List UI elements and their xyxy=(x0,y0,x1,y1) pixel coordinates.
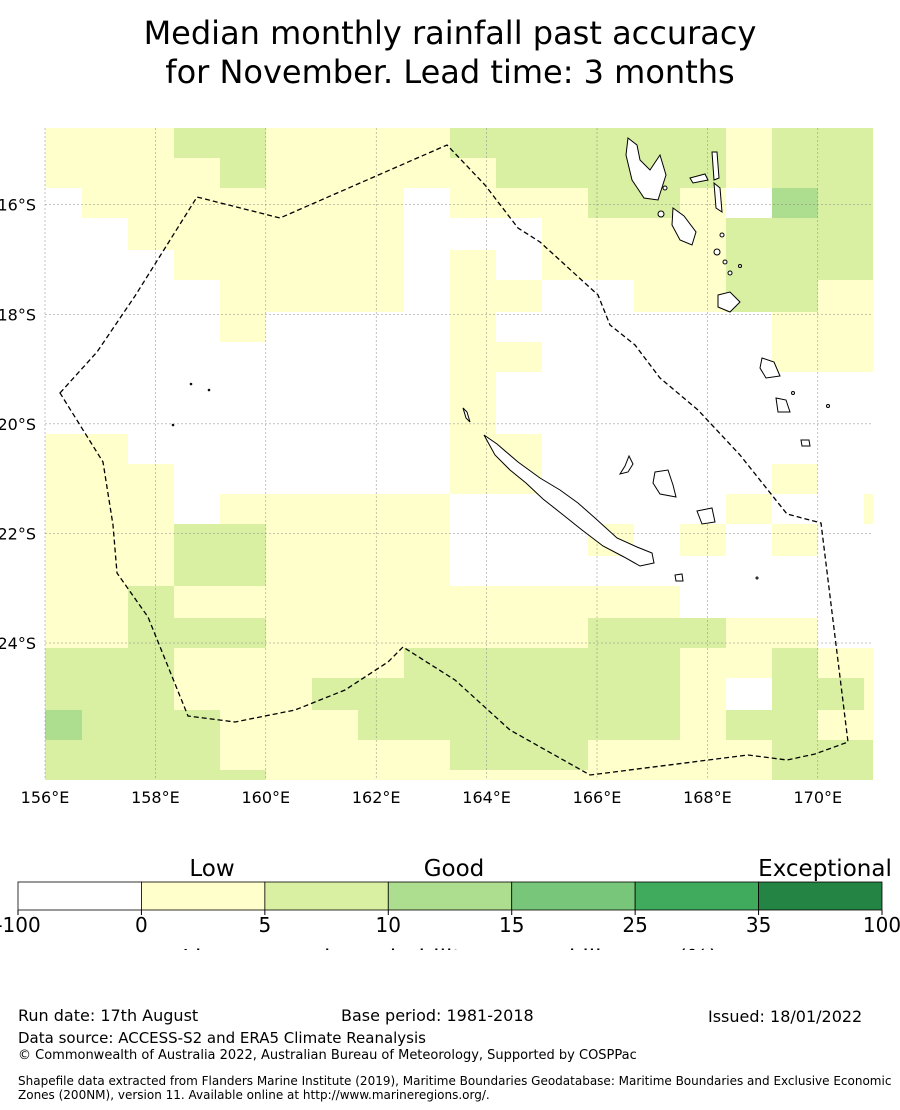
legend-swatch xyxy=(17,881,142,911)
legend-boundary-label: 15 xyxy=(499,913,524,937)
lat-tick-label: 22°S xyxy=(0,524,36,543)
loyalty-island-ouvea xyxy=(618,454,634,475)
legend-colorbar: -100 0 5 10 15 25 35 100 Low Good Exceptional Linea… xyxy=(0,856,900,950)
legend-boundary-label: 10 xyxy=(376,913,401,937)
aneityum-island xyxy=(800,439,811,447)
run-date: Run date: 17th August xyxy=(18,1006,199,1025)
lat-tick-label: 18°S xyxy=(0,305,36,324)
legend-boundary-label: 35 xyxy=(746,913,771,937)
legend-boundary-label: 25 xyxy=(622,913,647,937)
loyalty-island-lifou xyxy=(652,469,677,498)
legend-swatch xyxy=(634,881,759,911)
lon-tick-label: 168°E xyxy=(683,788,732,807)
lon-tick-label: 164°E xyxy=(462,788,511,807)
legend-boundary-label: 5 xyxy=(258,913,271,937)
lat-tick-label: 24°S xyxy=(0,634,36,653)
legend-swatch xyxy=(387,881,513,911)
new-caledonia-island xyxy=(483,434,655,567)
malakula-island xyxy=(671,207,697,246)
belep-islets xyxy=(462,407,471,423)
lat-tick-label: 20°S xyxy=(0,415,36,434)
ambae-island xyxy=(689,173,709,184)
erromango-island xyxy=(759,357,781,379)
shapefile-credit: Shapefile data extracted from Flanders M… xyxy=(18,1074,892,1102)
lon-tick-label: 162°E xyxy=(352,788,401,807)
eez-boundary xyxy=(59,144,849,776)
legend-category-label: Good xyxy=(424,856,485,882)
issued-date: Issued: 18/01/2022 xyxy=(708,1007,863,1026)
map-axis-labels: 156°E 158°E 160°E 162°E 164°E 166°E 168°E 170°E… xyxy=(0,196,842,807)
skill-map: 156°E 158°E 160°E 162°E 164°E 166°E 168°E 170°E… xyxy=(0,128,900,950)
copyright-notice: © Commonwealth of Australia 2022, Austra… xyxy=(18,1048,637,1063)
lon-tick-label: 156°E xyxy=(21,788,70,807)
loyalty-island-mare xyxy=(696,507,716,525)
data-source: Data source: ACCESS-S2 and ERA5 Climate … xyxy=(18,1029,426,1047)
espiritu-santo-island xyxy=(625,137,667,201)
small-islets xyxy=(171,185,830,580)
legend-category-label: Low xyxy=(189,856,234,882)
legend-axis-label: Linear error in probability space skill … xyxy=(182,946,718,950)
efate-island xyxy=(717,291,741,313)
lon-tick-label: 160°E xyxy=(241,788,290,807)
map-title-line-2: for November. Lead time: 3 months xyxy=(165,53,735,91)
lon-tick-label: 170°E xyxy=(793,788,842,807)
skill-score-grid xyxy=(45,128,873,780)
legend-boundary-label: 100 xyxy=(863,913,900,937)
legend-swatch xyxy=(511,881,636,911)
graticule xyxy=(44,128,873,780)
pentecost-island xyxy=(713,181,723,213)
legend-swatch xyxy=(264,881,389,911)
isle-of-pines xyxy=(674,573,684,582)
legend-category-label: Exceptional xyxy=(758,856,892,882)
legend-boundary-label: -100 xyxy=(0,913,41,937)
lat-tick-label: 16°S xyxy=(0,196,36,215)
base-period: Base period: 1981-2018 xyxy=(341,1006,534,1025)
legend-swatch xyxy=(758,881,883,911)
legend-boundary-label: 0 xyxy=(135,913,148,937)
tanna-island xyxy=(775,397,791,413)
lon-tick-label: 158°E xyxy=(131,788,180,807)
legend-swatch xyxy=(141,881,266,911)
lon-tick-label: 166°E xyxy=(573,788,622,807)
maewo-island xyxy=(711,151,720,181)
map-title-line-1: Median monthly rainfall past accuracy xyxy=(143,14,757,52)
